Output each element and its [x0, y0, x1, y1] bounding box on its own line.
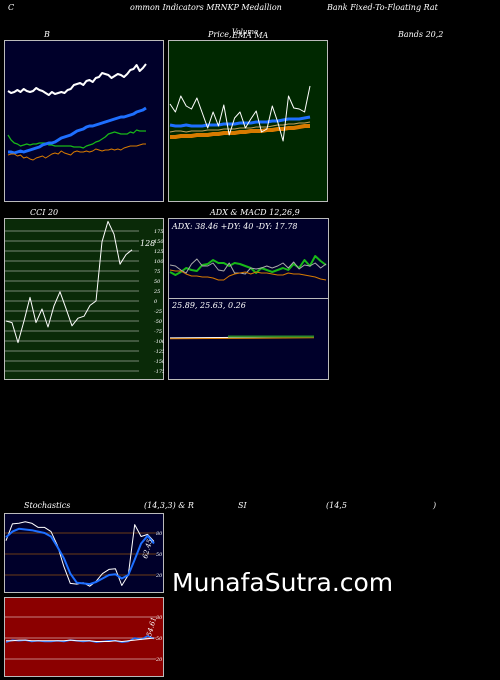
stoch-d-line: [5, 527, 155, 586]
cci-tick-label: -50: [154, 319, 163, 325]
label-si: SI: [238, 501, 247, 510]
price-ema-lines: [169, 85, 311, 142]
rsi-bg: [4, 597, 164, 677]
bollinger-middle-band: [8, 106, 147, 155]
ma-line: [169, 121, 311, 133]
label-adx-macd: ADX & MACD 12,26,9: [210, 208, 300, 217]
cci-grid: [5, 230, 139, 372]
adx-minus-di-line: [169, 258, 327, 275]
adx-readout: ADX: 38.46 +DY: 40 -DY: 17.78: [171, 222, 298, 231]
cci-tick-label: 75: [154, 269, 160, 275]
label-price: Price,: [208, 30, 232, 39]
macd-histogram: [228, 335, 314, 338]
bollinger-upper-band: [7, 129, 146, 149]
cci-tick-label: 50: [154, 279, 161, 285]
stoch-grid: 80 50 20: [5, 531, 163, 579]
macd-readout: 25.89, 25.63, 0.26: [171, 301, 246, 310]
bollinger-lower-band: [7, 143, 146, 161]
bollinger-bg: [4, 40, 164, 202]
label-rsi-params: (14,5: [326, 501, 347, 510]
cci-tick-label: 0: [154, 299, 158, 305]
label-bands: Bands 20,2: [398, 30, 444, 39]
label-b: B: [44, 30, 50, 39]
price-line: [169, 85, 311, 142]
bollinger-panel: [4, 40, 164, 202]
macd-lines: [169, 335, 315, 340]
label-stoch-params: (14,3,3) & R: [144, 501, 194, 510]
cci-bg: [4, 218, 164, 380]
cci-tick-label: -100: [154, 339, 164, 345]
cci-line: [5, 220, 133, 344]
rsi-signal-line: [6, 637, 155, 642]
adx-lines: [169, 255, 327, 281]
watermark: MunafaSutra.com: [172, 568, 394, 597]
label-volume: Volume: [232, 28, 259, 36]
cci-last-label: 128: [140, 239, 155, 248]
stoch-lines: [5, 521, 155, 587]
bollinger-price-line: [7, 63, 147, 96]
cci-tick-label: 125: [154, 249, 164, 255]
bollinger-lines: [7, 63, 147, 161]
cci-panel: 175 150 125 100 75 50 25 0 -25 -50 -75 -100 -125 -150…: [4, 218, 164, 380]
macd-signal-line: [169, 337, 315, 340]
cci-tick-label: 100: [154, 259, 164, 265]
price-ema-panel: [168, 40, 328, 202]
label-rsi-close: ): [433, 501, 437, 510]
header-left: C: [8, 3, 15, 12]
rsi-lines: [5, 635, 155, 643]
cci-tick-label: -25: [154, 309, 162, 315]
cci-tick-labels: 175 150 125 100 75 50 25 0 -25 -50 -75 -100 -125 -150…: [153, 229, 164, 375]
stoch-grid-tick-label: 50: [156, 552, 163, 558]
price-ema-bg: [168, 40, 328, 202]
label-stochastics: Stochastics: [24, 501, 71, 510]
adx-line: [169, 269, 327, 281]
stoch-bg: [4, 513, 164, 593]
cci-tick-label: 175: [154, 229, 164, 235]
cci-tick-label: -75: [154, 329, 162, 335]
cci-tick-label: 150: [154, 239, 164, 245]
rsi-grid: 80 50 20: [5, 615, 163, 663]
cci-lines: [5, 220, 133, 344]
stoch-grid-tick-label: 20: [155, 573, 163, 579]
cci-tick-label: 25: [153, 289, 160, 295]
adx-plus-di-line: [169, 255, 327, 276]
cci-tick-label: -175: [154, 369, 164, 375]
adx-macd-panel: ADX: 38.46 +DY: 40 -DY: 17.78 25.89, 25.…: [168, 218, 329, 380]
header-right: Bank Fixed-To-Floating Rat: [327, 3, 438, 12]
rsi-grid-tick-label: 20: [155, 657, 163, 663]
ema-short-line: [169, 115, 311, 128]
label-cci: CCI 20: [30, 208, 59, 217]
label-ema-ma: EMA MA: [232, 31, 269, 40]
rsi-grid-tick-label: 80: [156, 615, 163, 621]
cci-tick-label: -150: [154, 359, 164, 365]
stoch-grid-tick-label: 80: [156, 531, 163, 537]
rsi-grid-tick-label: 50: [156, 636, 163, 642]
ema-long-line: [170, 124, 310, 139]
header-title: ommon Indicators MRNKP Medallion: [130, 3, 282, 12]
cci-tick-label: -125: [154, 349, 164, 355]
